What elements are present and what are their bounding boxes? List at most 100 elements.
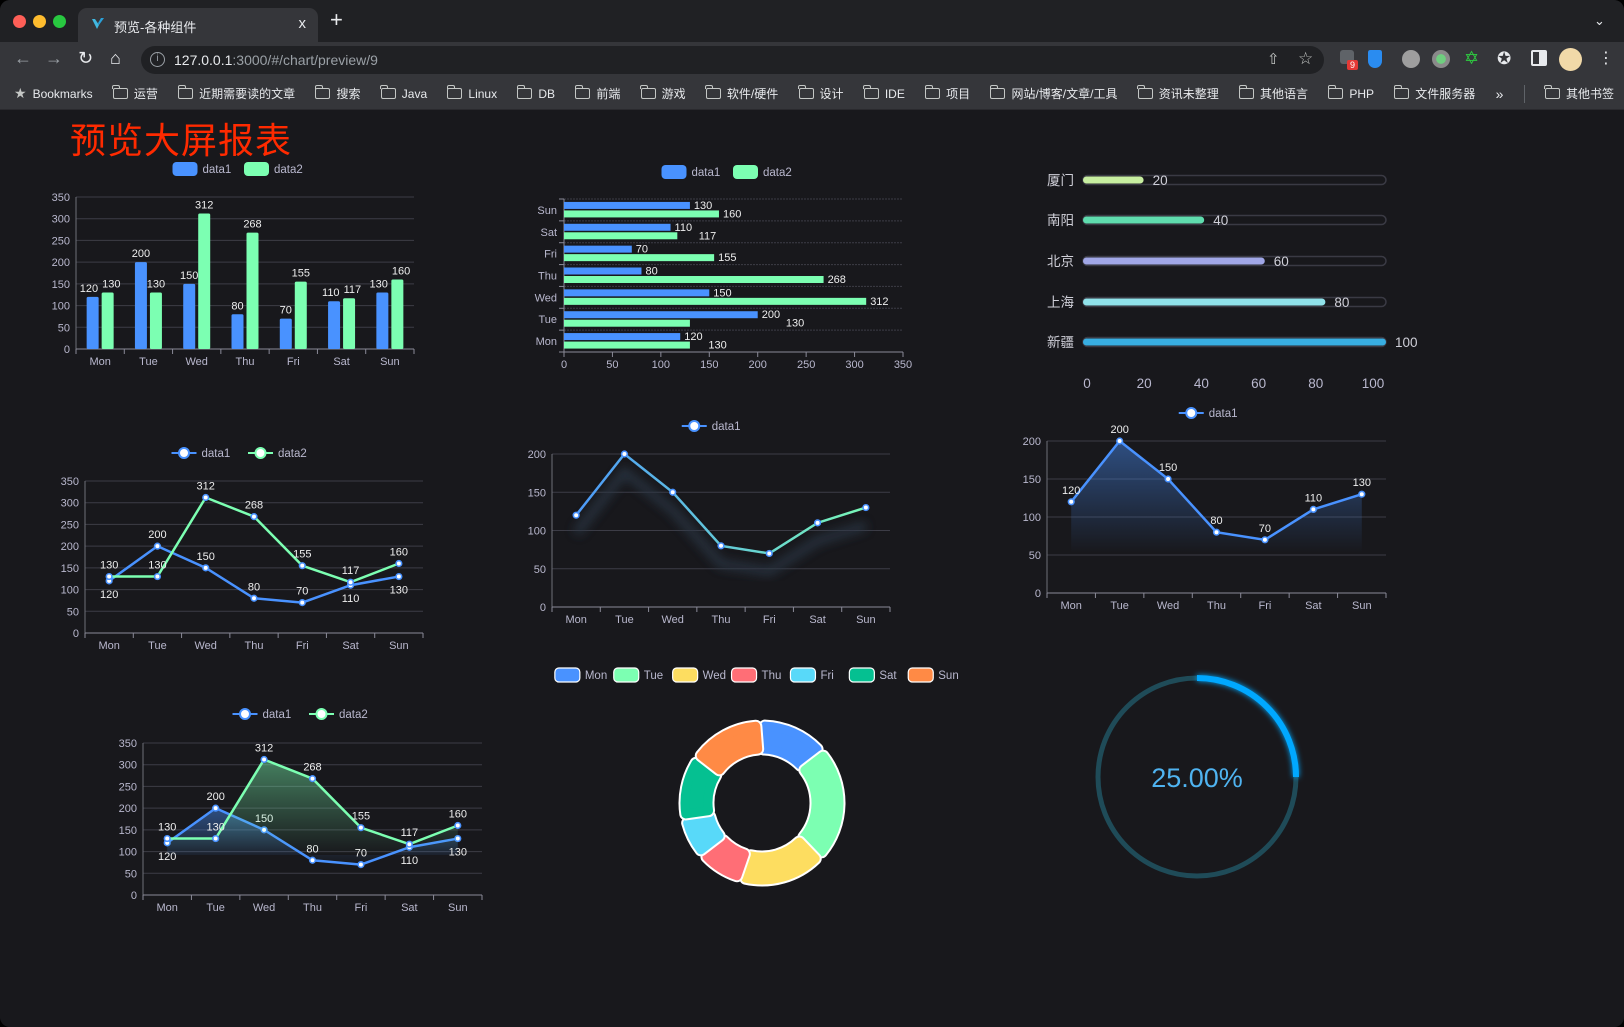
- bookmark-folder[interactable]: 运营: [112, 85, 158, 102]
- site-info-icon[interactable]: i: [150, 52, 165, 67]
- legend-item[interactable]: data1: [232, 708, 292, 721]
- legend-item[interactable]: data1: [1178, 407, 1238, 420]
- bookmark-folder[interactable]: 文件服务器: [1393, 85, 1475, 102]
- bar[interactable]: [564, 223, 671, 231]
- bar[interactable]: [101, 292, 114, 349]
- data-point[interactable]: [620, 450, 629, 458]
- bookmark-folder[interactable]: 网站/博客/文章/工具: [989, 85, 1117, 102]
- data-point[interactable]: [862, 503, 870, 512]
- bar[interactable]: [564, 232, 678, 240]
- data-point[interactable]: [153, 572, 162, 581]
- bookmark-folder[interactable]: 设计: [798, 85, 844, 102]
- back-icon[interactable]: ←: [14, 48, 32, 68]
- donut-slice[interactable]: [797, 749, 846, 859]
- bar[interactable]: [246, 232, 259, 349]
- bar[interactable]: [564, 245, 632, 253]
- bookmark-folder[interactable]: 前端: [574, 85, 620, 102]
- star-extension-icon[interactable]: ✡: [1464, 48, 1480, 68]
- data-point[interactable]: [298, 598, 306, 607]
- bookmark-folder[interactable]: 游戏: [640, 85, 686, 102]
- bar[interactable]: [564, 297, 867, 305]
- data-point[interactable]: [260, 755, 268, 764]
- data-point[interactable]: [765, 549, 773, 558]
- bar[interactable]: [564, 254, 715, 262]
- address-bar[interactable]: i 127.0.0.1:3000/#/chart/preview/9 ⇧ ☆: [141, 46, 1324, 74]
- bar[interactable]: [564, 276, 824, 283]
- legend-item[interactable]: data2: [248, 447, 307, 460]
- data-point[interactable]: [454, 821, 462, 830]
- bookmark-star-icon[interactable]: ☆: [1298, 49, 1314, 68]
- data-point[interactable]: [250, 513, 258, 521]
- data-point[interactable]: [395, 572, 403, 581]
- data-point[interactable]: [212, 804, 220, 812]
- legend-item[interactable]: data1: [172, 162, 232, 176]
- close-window-button[interactable]: [13, 15, 26, 28]
- data-point[interactable]: [1116, 437, 1124, 445]
- extensions-puzzle-icon[interactable]: ✪: [1497, 49, 1512, 68]
- bar[interactable]: [198, 213, 211, 349]
- donut-slice[interactable]: [681, 810, 726, 857]
- profile-avatar[interactable]: [1559, 48, 1582, 71]
- bar[interactable]: [86, 296, 99, 349]
- legend-item[interactable]: Sat: [848, 667, 897, 683]
- legend-item[interactable]: Sun: [907, 667, 959, 683]
- data-point[interactable]: [357, 824, 365, 832]
- bookmarks-overflow-button[interactable]: »: [1495, 85, 1504, 102]
- data-point[interactable]: [395, 559, 403, 568]
- donut-slice[interactable]: [678, 756, 723, 821]
- bar[interactable]: [294, 281, 307, 349]
- data-point[interactable]: [357, 860, 365, 869]
- data-point[interactable]: [105, 572, 113, 581]
- bookmark-folder[interactable]: 资讯未整理: [1137, 85, 1219, 102]
- other-bookmarks-folder[interactable]: 其他书签: [1544, 85, 1614, 102]
- bookmark-folder[interactable]: Java: [380, 85, 427, 101]
- legend-item[interactable]: data2: [244, 162, 303, 176]
- data-point[interactable]: [1261, 536, 1269, 544]
- green-dot-extension-icon[interactable]: [1432, 50, 1450, 68]
- home-icon[interactable]: ⌂: [110, 48, 121, 68]
- bar[interactable]: [328, 301, 341, 349]
- data-point[interactable]: [298, 562, 306, 570]
- bookmark-folder[interactable]: IDE: [863, 85, 905, 101]
- bookmark-folder[interactable]: Linux: [446, 85, 497, 101]
- minimize-window-button[interactable]: [33, 15, 46, 28]
- bar[interactable]: [279, 318, 292, 349]
- data-point[interactable]: [153, 542, 162, 550]
- bar[interactable]: [391, 279, 404, 349]
- bar[interactable]: [183, 283, 196, 349]
- bar[interactable]: [564, 341, 690, 349]
- donut-slice[interactable]: [694, 719, 765, 777]
- legend-item[interactable]: Wed: [672, 667, 726, 683]
- data-point[interactable]: [308, 775, 317, 783]
- data-point[interactable]: [717, 542, 725, 550]
- data-point[interactable]: [1067, 498, 1075, 506]
- bar[interactable]: [564, 319, 690, 327]
- bookmarks-menu[interactable]: ★ Bookmarks: [14, 85, 93, 102]
- data-point[interactable]: [1358, 490, 1366, 498]
- bar[interactable]: [564, 333, 681, 341]
- close-tab-icon[interactable]: x: [298, 15, 307, 32]
- command-extension-icon[interactable]: [1402, 50, 1420, 68]
- data-point[interactable]: [572, 511, 580, 519]
- data-point[interactable]: [202, 493, 210, 502]
- data-point[interactable]: [308, 856, 317, 864]
- bar[interactable]: [564, 289, 710, 297]
- bar[interactable]: [376, 292, 389, 349]
- bar[interactable]: [564, 311, 758, 319]
- url-text[interactable]: 127.0.0.1:3000/#/chart/preview/9: [174, 52, 378, 68]
- gem-extension-icon[interactable]: [1368, 50, 1382, 68]
- reload-icon[interactable]: ↻: [78, 48, 94, 68]
- legend-item[interactable]: Thu: [730, 667, 782, 683]
- bar[interactable]: [343, 298, 356, 349]
- data-point[interactable]: [212, 834, 220, 843]
- data-point[interactable]: [669, 488, 677, 496]
- legend-item[interactable]: data1: [171, 447, 231, 460]
- bar[interactable]: [564, 201, 690, 209]
- bookmark-folder[interactable]: 项目: [924, 85, 970, 102]
- legend-item[interactable]: data2: [733, 165, 792, 179]
- legend-item[interactable]: Fri: [789, 667, 834, 683]
- data-point[interactable]: [346, 578, 355, 586]
- tab-active[interactable]: 预览-各种组件 x: [78, 8, 318, 42]
- bookmark-folder[interactable]: DB: [516, 85, 555, 101]
- bar[interactable]: [149, 292, 162, 349]
